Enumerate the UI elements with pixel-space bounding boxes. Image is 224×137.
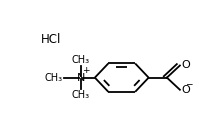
Text: CH₃: CH₃ xyxy=(72,55,90,65)
Text: +: + xyxy=(82,66,89,75)
Text: O: O xyxy=(182,85,190,95)
Text: N: N xyxy=(77,73,85,83)
Text: −: − xyxy=(185,79,192,89)
Text: CH₃: CH₃ xyxy=(45,73,63,83)
Text: O: O xyxy=(182,61,190,71)
Text: CH₃: CH₃ xyxy=(72,90,90,100)
Text: HCl: HCl xyxy=(40,33,61,46)
